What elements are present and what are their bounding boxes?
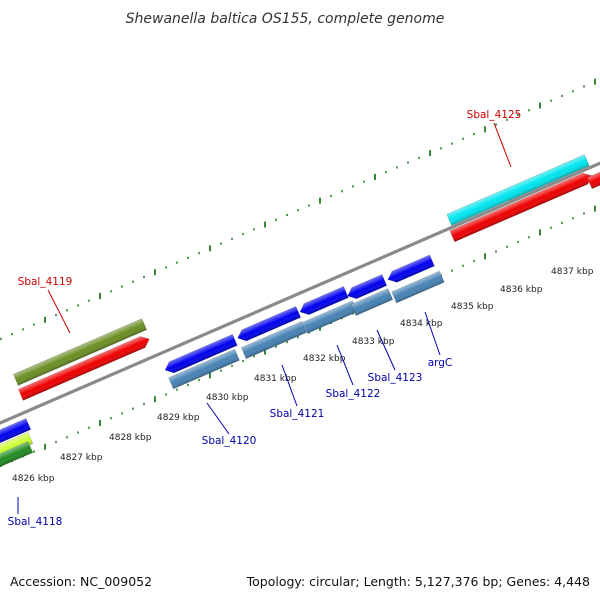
gene-shade <box>237 306 301 341</box>
gene-shade <box>449 173 592 242</box>
gene-shade <box>241 321 307 359</box>
leader-line <box>47 289 71 334</box>
label-layer: 4826 kbp 4827 kbp 4828 kbp 4829 kbp 4830 kbp… <box>8 109 594 528</box>
gene-shade <box>351 288 393 316</box>
scale-label: 4827 kbp <box>60 453 103 463</box>
gene-Sbal_4121 <box>237 305 302 342</box>
gene-shade <box>0 418 31 443</box>
gene-label-Sbal_4120: Sbal_4120 <box>202 435 257 447</box>
gene-red-3 <box>586 170 600 190</box>
gene-shade <box>587 171 600 189</box>
gene-label-argC: argC <box>428 357 453 369</box>
gene-shade <box>387 254 435 283</box>
gene-shade <box>347 274 387 299</box>
gene-label-Sbal_4118: Sbal_4118 <box>8 516 63 528</box>
leader-line <box>376 329 396 371</box>
leader-line <box>336 344 354 386</box>
scale-label: 4836 kbp <box>500 285 543 295</box>
accession-text: Accession: NC_009052 <box>10 574 152 589</box>
gene-Sbal_4120 <box>164 334 238 374</box>
gene-steel-2 <box>240 320 308 360</box>
scale-label: 4835 kbp <box>451 302 494 312</box>
leader-line <box>206 402 230 435</box>
scale-label: 4826 kbp <box>12 474 55 484</box>
gene-steel-5 <box>391 270 445 304</box>
scale-label: 4828 kbp <box>109 433 152 443</box>
scale-label: 4834 kbp <box>400 319 443 329</box>
gene-shade <box>302 300 358 334</box>
backbone-layer <box>0 161 600 425</box>
scale-label: 4837 kbp <box>551 267 594 277</box>
gene-shade <box>391 271 445 303</box>
gene-lime <box>0 432 34 460</box>
scale-label: 4830 kbp <box>206 393 249 403</box>
scale-label: 4829 kbp <box>157 413 200 423</box>
gene-label-Sbal_4123: Sbal_4123 <box>368 372 423 384</box>
gene-shade <box>446 154 590 226</box>
genome-summary-text: Topology: circular; Length: 5,127,376 bp… <box>246 574 590 589</box>
gene-Sbal_4122 <box>299 286 349 315</box>
gene-shade <box>165 334 238 373</box>
gene-Sbal_4118 <box>0 418 32 443</box>
gene-label-Sbal_4122: Sbal_4122 <box>326 388 381 400</box>
gene-label-Sbal_4119: Sbal_4119 <box>18 276 73 288</box>
gene-shade <box>168 349 240 389</box>
gene-layer <box>0 154 600 469</box>
gene-green <box>0 441 34 469</box>
map-title: Shewanella baltica OS155, complete genom… <box>126 11 445 27</box>
scale-label: 4831 kbp <box>254 374 297 384</box>
leader-line <box>424 311 441 356</box>
gene-shade <box>13 318 147 386</box>
scale-label: 4833 kbp <box>352 337 395 347</box>
gene-argC <box>387 254 435 283</box>
gene-shade <box>0 441 33 469</box>
gene-Sbal_4119 <box>12 318 148 386</box>
genome-backbone <box>0 161 600 425</box>
gene-red-1 <box>17 336 150 401</box>
gene-steel-4 <box>350 288 394 316</box>
gene-shade <box>300 286 349 315</box>
gene-steel-1 <box>168 348 240 390</box>
leader-line <box>493 122 512 168</box>
gene-Sbal_4123 <box>347 274 388 299</box>
gene-shade <box>18 336 150 401</box>
scale-label: 4832 kbp <box>303 354 346 364</box>
leader-line <box>281 364 298 407</box>
gene-label-Sbal_4125: Sbal_4125 <box>467 109 522 121</box>
gene-Sbal_4125 <box>446 154 590 226</box>
gene-shade <box>0 432 33 460</box>
gene-label-Sbal_4121: Sbal_4121 <box>270 408 325 420</box>
